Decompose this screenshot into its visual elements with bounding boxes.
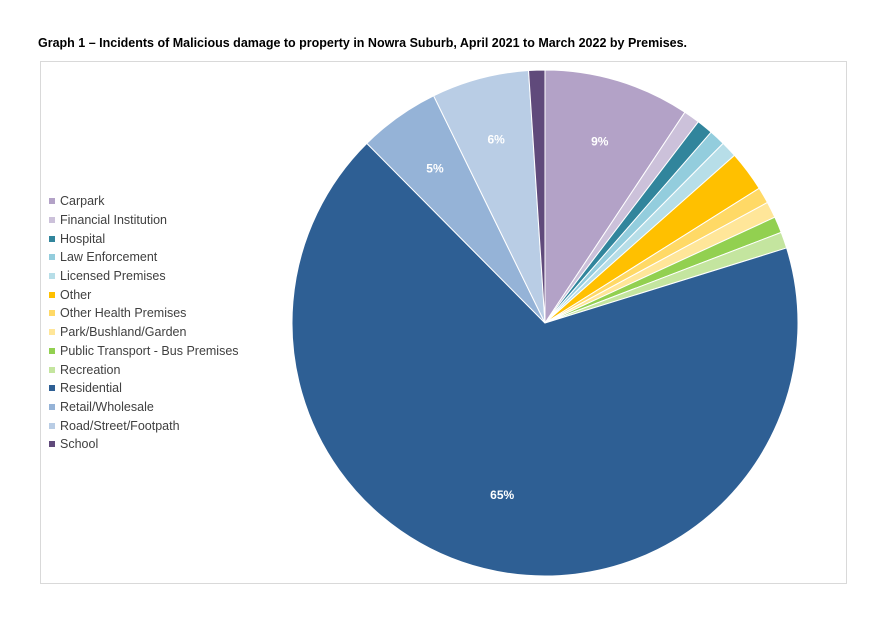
pie-slice	[528, 69, 546, 324]
legend-item: Residential	[49, 379, 239, 398]
legend-swatch	[49, 198, 55, 205]
chart-legend: Carpark Financial Institution Hospital Law …	[49, 192, 239, 454]
legend-swatch	[49, 347, 55, 354]
chart-frame	[40, 61, 847, 584]
legend-swatch	[49, 385, 55, 392]
slice-data-label: 6%	[487, 133, 505, 147]
legend-swatch	[49, 291, 55, 298]
legend-item: Licensed Premises	[49, 267, 239, 286]
legend-label: Licensed Premises	[60, 269, 166, 284]
legend-label: Park/Bushland/Garden	[60, 325, 187, 340]
slice-data-label: 9%	[591, 134, 609, 148]
legend-swatch	[49, 422, 55, 429]
legend-item: Recreation	[49, 360, 239, 379]
pie-slice	[291, 142, 799, 577]
legend-swatch	[49, 310, 55, 317]
legend-item: Carpark	[49, 192, 239, 211]
legend-swatch	[49, 254, 55, 261]
legend-label: Other	[60, 287, 92, 302]
legend-swatch	[49, 366, 55, 373]
legend-item: Law Enforcement	[49, 248, 239, 267]
slice-data-label: 5%	[426, 161, 444, 175]
legend-swatch	[49, 273, 55, 280]
legend-label: Financial Institution	[60, 213, 168, 228]
legend-item: Financial Institution	[49, 211, 239, 230]
slice-data-label: 65%	[490, 488, 514, 502]
legend-item: School	[49, 435, 239, 454]
legend-label: Retail/Wholesale	[60, 399, 154, 414]
legend-label: Hospital	[60, 231, 106, 246]
legend-label: Public Transport - Bus Premises	[60, 343, 239, 358]
legend-label: Road/Street/Footpath	[60, 418, 180, 433]
legend-swatch	[49, 441, 55, 448]
legend-item: Retail/Wholesale	[49, 398, 239, 417]
legend-swatch	[49, 329, 55, 336]
legend-label: Residential	[60, 381, 122, 396]
legend-label: Carpark	[60, 194, 105, 209]
legend-label: School	[60, 437, 99, 452]
legend-label: Recreation	[60, 362, 121, 377]
legend-item: Park/Bushland/Garden	[49, 323, 239, 342]
legend-item: Road/Street/Footpath	[49, 416, 239, 435]
legend-item: Hospital	[49, 229, 239, 248]
legend-item: Other	[49, 285, 239, 304]
legend-swatch	[49, 235, 55, 242]
chart-title: Graph 1 – Incidents of Malicious damage …	[38, 36, 688, 50]
legend-label: Law Enforcement	[60, 250, 158, 265]
legend-label: Other Health Premises	[60, 306, 187, 321]
legend-swatch	[49, 217, 55, 224]
legend-item: Other Health Premises	[49, 304, 239, 323]
pie-slice	[544, 69, 686, 325]
legend-item: Public Transport - Bus Premises	[49, 342, 239, 361]
legend-swatch	[49, 403, 55, 410]
